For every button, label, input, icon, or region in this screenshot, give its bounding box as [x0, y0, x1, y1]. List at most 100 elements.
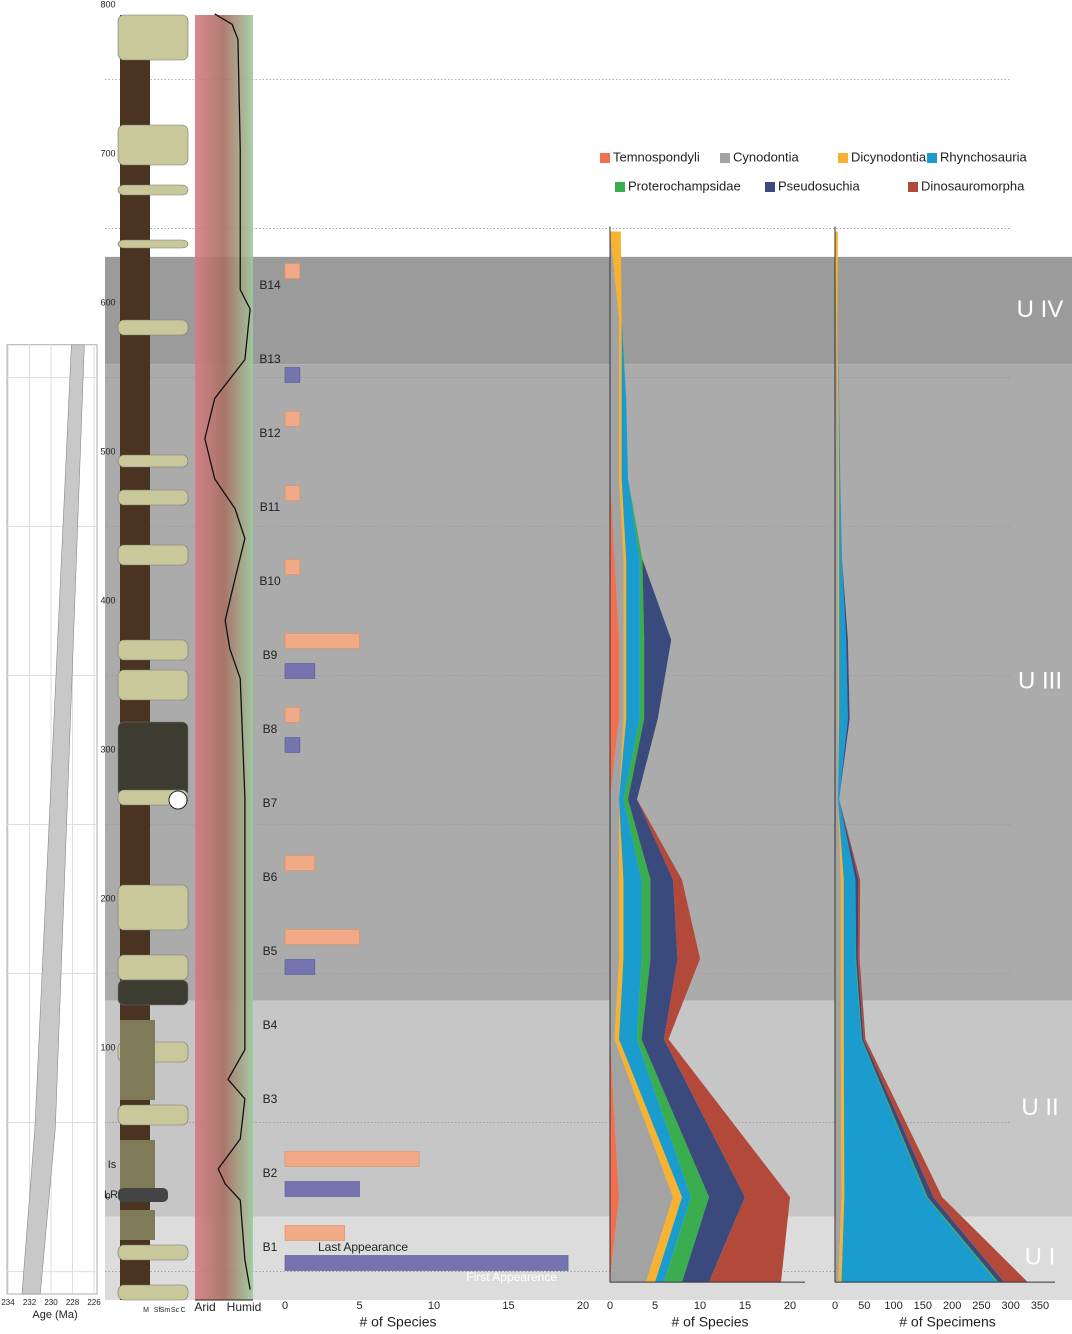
sandstone-bed — [117, 239, 189, 249]
grain-size-label: Sc — [171, 1307, 180, 1314]
category-label: B12 — [259, 426, 281, 440]
sandstone-bed — [117, 1244, 189, 1261]
grain-size-label: Sf — [154, 1307, 161, 1314]
x-axis-title: # of Species — [359, 1314, 436, 1330]
sandstone-bed — [117, 639, 189, 661]
legend-label: Rhynchosauria — [940, 149, 1027, 164]
stacked-area — [620, 231, 790, 1283]
sandstone-bed — [117, 319, 189, 336]
series-label: Last Appearance — [318, 1240, 408, 1254]
x-tick-label: 200 — [943, 1300, 961, 1312]
bar — [284, 1151, 420, 1167]
bar — [284, 707, 301, 723]
legend-label: Proterochampsidae — [628, 178, 741, 193]
bar — [284, 633, 360, 649]
category-label: B1 — [263, 1240, 278, 1254]
y-tick-label: 400 — [100, 595, 115, 605]
x-tick-label: 50 — [858, 1300, 870, 1312]
legend-label: Temnospondyli — [613, 149, 700, 164]
x-tick-label: 15 — [502, 1300, 514, 1312]
sandstone-bed — [117, 954, 189, 981]
x-tick-label: 5 — [652, 1300, 658, 1312]
bar — [284, 1181, 360, 1197]
column-label: LR — [104, 1189, 118, 1201]
stacked-area — [620, 231, 709, 1283]
sandstone-bed — [117, 184, 189, 196]
mudstone — [120, 1140, 155, 1190]
x-tick-label: 0 — [607, 1300, 613, 1312]
y-tick-label: 100 — [100, 1043, 115, 1053]
legend-swatch — [838, 153, 848, 163]
sandstone-bed — [117, 124, 189, 166]
climate-curve — [204, 13, 251, 1290]
bar — [284, 411, 301, 427]
x-axis-title: # of Specimens — [899, 1314, 996, 1330]
climate-panel — [195, 15, 253, 1300]
x-tick-label: 234 — [1, 1298, 15, 1307]
category-label: B3 — [263, 1092, 278, 1106]
bar — [284, 1225, 345, 1241]
legend-swatch — [720, 153, 730, 163]
category-label: B11 — [260, 500, 281, 514]
y-tick-label: 300 — [100, 744, 115, 754]
category-label: B10 — [259, 574, 281, 588]
y-tick-label: 600 — [100, 297, 115, 307]
mudstone — [120, 1020, 155, 1100]
stacked-area — [835, 231, 845, 1283]
stacked-area — [619, 231, 691, 1283]
sandstone-bed — [117, 669, 189, 701]
x-tick-label: 5 — [356, 1300, 362, 1312]
y-tick-label: 200 — [100, 894, 115, 904]
x-tick-label: 0 — [282, 1300, 288, 1312]
sandstone-bed — [117, 884, 189, 931]
bar — [284, 263, 301, 279]
sandstone-bed — [117, 544, 189, 566]
sandstone-bed — [117, 1284, 189, 1301]
x-tick-label: 150 — [914, 1300, 932, 1312]
bar — [284, 737, 301, 753]
mudstone — [120, 1210, 155, 1240]
x-tick-label: 232 — [23, 1298, 37, 1307]
climate-label: Humid — [227, 1300, 262, 1314]
unit-label: U II — [1021, 1094, 1058, 1121]
sandstone-bed — [117, 454, 189, 468]
x-tick-label: 300 — [1002, 1300, 1020, 1312]
x-tick-label: 230 — [44, 1298, 58, 1307]
unit-band — [105, 364, 1072, 1001]
bar — [284, 559, 301, 575]
lr-bed — [118, 1188, 168, 1202]
legend-label: Pseudosuchia — [778, 178, 860, 193]
sandstone-bed — [117, 979, 189, 1006]
x-tick-label: 350 — [1031, 1300, 1049, 1312]
y-tick-label: 700 — [100, 148, 115, 158]
unit-bands: U IV U III U II U I — [105, 256, 1072, 1300]
x-tick-label: 100 — [884, 1300, 902, 1312]
x-tick-label: 20 — [784, 1300, 796, 1312]
x-axis-title: # of Species — [671, 1314, 748, 1330]
stacked-area — [610, 231, 673, 1283]
unit-label: U III — [1018, 668, 1062, 695]
category-label: B7 — [263, 796, 278, 810]
unit-label: U I — [1025, 1244, 1056, 1271]
legend-swatch — [927, 153, 937, 163]
x-tick-label: 10 — [428, 1300, 440, 1312]
stacked-area — [620, 231, 745, 1283]
x-tick-label: 250 — [972, 1300, 990, 1312]
bar — [284, 855, 316, 871]
category-label: B4 — [263, 1018, 278, 1032]
age-band — [21, 344, 85, 1295]
category-label: B8 — [263, 722, 278, 736]
category-label: B2 — [263, 1166, 278, 1180]
x-tick-label: 15 — [739, 1300, 751, 1312]
category-label: B5 — [263, 944, 278, 958]
bar — [284, 959, 316, 975]
sandstone-bed — [117, 1104, 189, 1126]
stacked-area — [835, 231, 842, 1283]
unit-band — [105, 256, 1072, 365]
legend-swatch — [615, 182, 625, 192]
grain-size-label: M — [143, 1307, 149, 1314]
unit-label: U IV — [1017, 296, 1064, 323]
stacked-area — [837, 231, 997, 1283]
x-tick-label: 0 — [832, 1300, 838, 1312]
